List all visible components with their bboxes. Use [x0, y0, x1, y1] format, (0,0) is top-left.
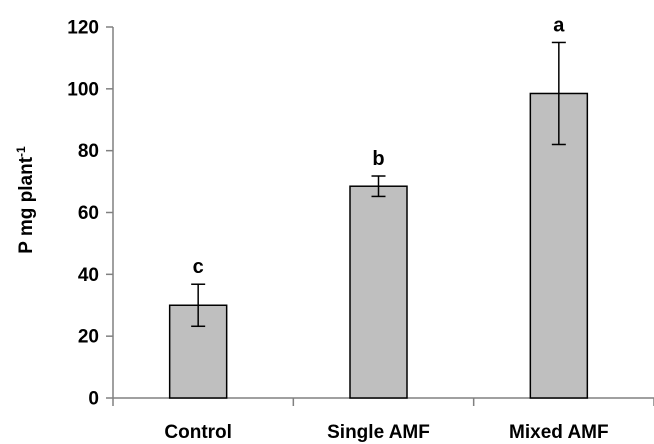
y-axis: 0 20 40 60 80 100 120 — [67, 18, 114, 410]
y-tick-label: 120 — [67, 18, 99, 39]
bars — [168, 92, 589, 399]
x-category-label: Control — [164, 422, 232, 443]
y-tick-label: 60 — [78, 203, 99, 224]
x-category-label: Single AMF — [327, 422, 430, 443]
y-tick-label: 20 — [78, 327, 99, 348]
significance-labels: c b a — [193, 14, 566, 278]
bar — [349, 185, 408, 399]
y-tick-label: 100 — [67, 79, 99, 100]
y-axis-title-main: P mg plant — [16, 156, 37, 253]
x-category-label: Mixed AMF — [509, 422, 609, 443]
significance-letter: a — [553, 14, 565, 36]
significance-letter: b — [372, 148, 384, 170]
y-tick-label: 80 — [78, 141, 99, 162]
y-axis-title: P mg plant-1 — [14, 146, 37, 254]
error-bars — [191, 41, 566, 328]
y-tick-label: 40 — [78, 265, 99, 286]
y-axis-title-superscript: -1 — [14, 146, 28, 157]
y-tick-label: 0 — [88, 389, 99, 410]
significance-letter: c — [193, 256, 204, 278]
x-axis: Control Single AMF Mixed AMF — [112, 397, 654, 443]
